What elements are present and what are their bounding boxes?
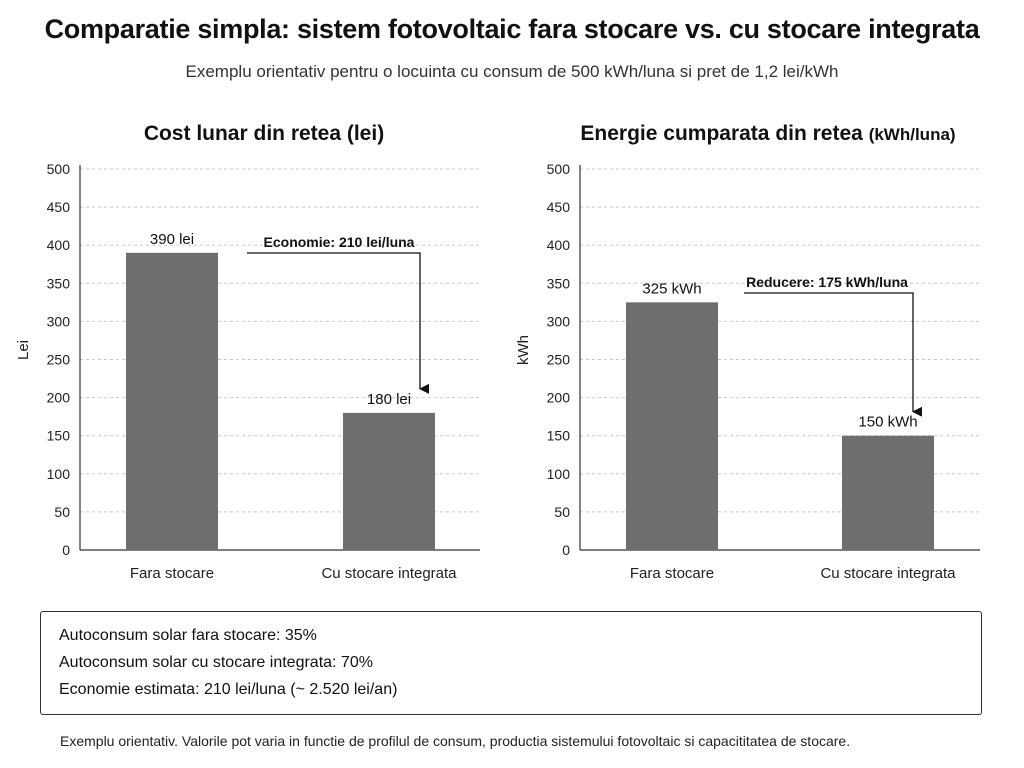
chart-cost-ytick-label: 150 xyxy=(47,428,71,444)
chart-cost-annotation: Economie: 210 lei/luna xyxy=(264,234,415,250)
chart-energy-title-unit: (kWh/luna) xyxy=(869,125,956,144)
chart-cost-ytick-label: 250 xyxy=(47,352,71,368)
chart-cost-ytick-label: 200 xyxy=(47,390,71,406)
chart-cost-ylabel: Lei xyxy=(15,340,32,360)
chart-cost-data-label: 390 lei xyxy=(150,231,194,248)
chart-energy-ytick-label: 500 xyxy=(547,161,571,177)
chart-cost-ytick-label: 400 xyxy=(47,237,71,253)
chart-energy-annotation: Reducere: 175 kWh/luna xyxy=(746,274,908,290)
chart-energy-ytick-label: 300 xyxy=(547,313,571,329)
chart-cost-ytick-label: 450 xyxy=(47,199,71,215)
chart-energy-data-label: 325 kWh xyxy=(642,280,701,297)
chart-cost-annotation-arrow xyxy=(247,252,429,394)
chart-cost-category-label: Cu stocare integrata xyxy=(321,565,457,582)
chart-energy-data-label: 150 kWh xyxy=(858,414,917,431)
chart-energy-ytick-label: 50 xyxy=(554,504,570,520)
chart-energy-annotation-arrow xyxy=(744,292,922,417)
chart-energy-ytick-label: 450 xyxy=(547,199,571,215)
chart-energy-ytick-label: 100 xyxy=(547,466,571,482)
summary-line-economie: Economie estimata: 210 lei/luna (~ 2.520… xyxy=(59,681,398,698)
chart-energy-ytick-label: 400 xyxy=(547,237,571,253)
chart-cost-ytick-label: 300 xyxy=(47,313,71,329)
chart-energy-bar xyxy=(842,435,934,550)
chart-energy-title: Energie cumparata din retea (kWh/luna) xyxy=(580,122,955,145)
chart-cost: Cost lunar din retea (lei) 0 50 100 150 200 25… xyxy=(15,122,480,582)
chart-energy-category-label: Fara stocare xyxy=(630,565,714,582)
chart-cost-title: Cost lunar din retea (lei) xyxy=(144,122,384,145)
chart-energy-ytick-label: 250 xyxy=(547,352,571,368)
chart-cost-ytick-label: 0 xyxy=(62,542,70,558)
page-title: Comparatie simpla: sistem fotovoltaic fa… xyxy=(44,14,980,44)
page-subtitle: Exemplu orientativ pentru o locuinta cu … xyxy=(185,62,839,81)
chart-energy-category-label: Cu stocare integrata xyxy=(820,565,956,582)
chart-energy-ylabel: kWh xyxy=(515,335,532,365)
chart-cost-ytick-label: 350 xyxy=(47,275,71,291)
summary-line-autoconsum-fara: Autoconsum solar fara stocare: 35% xyxy=(59,627,317,644)
chart-energy-bar xyxy=(626,302,718,550)
chart-cost-ytick-label: 100 xyxy=(47,466,71,482)
chart-cost-data-label: 180 lei xyxy=(367,391,411,408)
chart-energy: Energie cumparata din retea (kWh/luna) 0 5… xyxy=(515,122,980,582)
chart-cost-category-label: Fara stocare xyxy=(130,565,214,582)
chart-cost-bar xyxy=(126,252,218,550)
summary-line-autoconsum-cu: Autoconsum solar cu stocare integrata: 7… xyxy=(59,654,373,671)
charts-area: Cost lunar din retea (lei) 0 50 100 150 200 25… xyxy=(15,122,980,582)
chart-energy-ytick-label: 150 xyxy=(547,428,571,444)
summary-box: Autoconsum solar fara stocare: 35% Autoc… xyxy=(40,611,982,715)
chart-cost-ytick-label: 500 xyxy=(47,161,71,177)
chart-cost-ytick-label: 50 xyxy=(54,504,70,520)
chart-energy-ytick-label: 200 xyxy=(547,390,571,406)
footnote: Exemplu orientativ. Valorile pot varia i… xyxy=(60,733,851,749)
chart-energy-ytick-label: 350 xyxy=(547,275,571,291)
chart-energy-ytick-label: 0 xyxy=(562,542,570,558)
chart-cost-bar xyxy=(343,412,435,550)
